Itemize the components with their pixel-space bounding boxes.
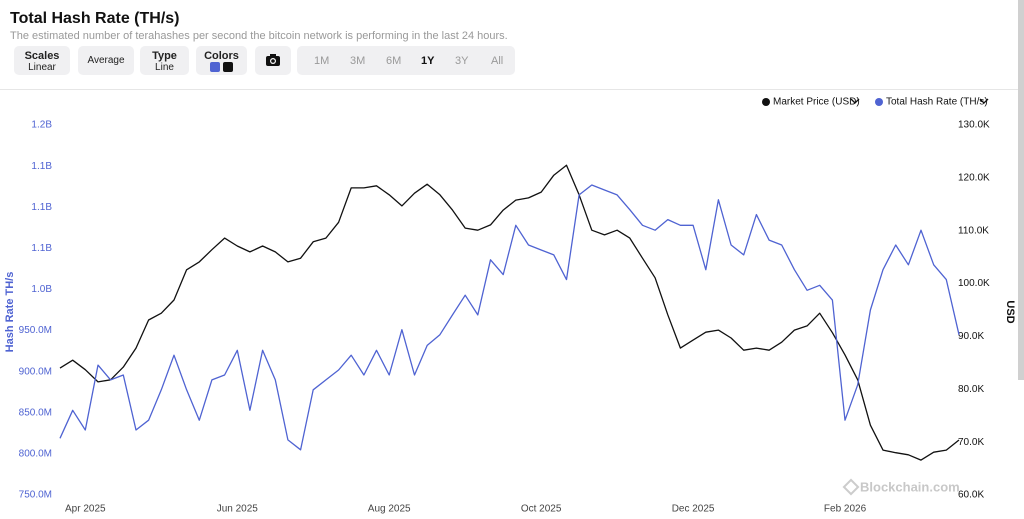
chevron[interactable]	[850, 98, 860, 104]
y2-tick-label: 60.0K	[958, 490, 984, 501]
type-button[interactable]: Type Line	[140, 46, 189, 75]
camera-button[interactable]	[255, 46, 291, 75]
y-tick-label: 1.1B	[31, 202, 52, 213]
type-value: Line	[155, 62, 174, 73]
x-tick-label: Apr 2025	[65, 504, 106, 515]
x-tick-label: Dec 2025	[672, 504, 715, 515]
chevron[interactable]	[979, 98, 989, 104]
y-tick-label: 1.1B	[31, 243, 52, 254]
y2-tick-label: 90.0K	[958, 331, 984, 342]
range-button[interactable]: 3Y	[455, 55, 469, 67]
swatch	[210, 62, 221, 72]
colors-label: Colors	[204, 50, 239, 62]
y2-tick-label: 130.0K	[958, 120, 990, 131]
type-label: Type	[152, 50, 177, 62]
scrollbar	[1018, 0, 1024, 380]
y2-tick-label: 110.0K	[958, 225, 989, 236]
colors-button[interactable]: Colors	[196, 46, 247, 75]
y2-tick-label: 70.0K	[958, 437, 984, 448]
x-tick-label: Aug 2025	[368, 504, 411, 515]
title: Total Hash Rate (TH/s)	[10, 10, 180, 27]
scales-label: Scales	[24, 50, 60, 62]
y-tick-label: 850.0M	[19, 407, 52, 418]
range-group: 1M 3M 6M 1Y 3Y All	[297, 46, 515, 75]
y-tick-label: 1.0B	[31, 284, 52, 295]
y-tick-label: 800.0M	[19, 449, 52, 460]
series-line	[59, 164, 960, 461]
legend-label[interactable]: Market Price (USD)	[773, 97, 860, 108]
x-tick-label: Oct 2025	[521, 504, 562, 515]
y2-axis-title: USD	[1004, 300, 1016, 323]
y-tick-label: 750.0M	[19, 490, 52, 501]
header: Total Hash Rate (TH/s) The estimated num…	[0, 0, 1024, 90]
y2-tick-label: 100.0K	[958, 278, 990, 289]
watermark: Blockchain.com	[842, 478, 960, 496]
x-tick-label: Feb 2026	[824, 504, 867, 515]
y-tick-label: 900.0M	[19, 366, 52, 377]
range-button[interactable]: 3M	[350, 55, 366, 67]
legend-label[interactable]: Total Hash Rate (TH/s)	[886, 97, 988, 108]
legend-marker	[875, 98, 883, 106]
y2-tick-label: 120.0K	[958, 172, 990, 183]
range-button[interactable]: 6M	[386, 55, 402, 67]
scales-value: Linear	[28, 62, 56, 73]
average-button[interactable]: Average	[78, 46, 134, 75]
range-button[interactable]: All	[491, 55, 504, 67]
camera-icon	[266, 54, 280, 66]
y-tick-label: 1.2B	[31, 120, 52, 131]
y-axis-title: Hash Rate TH/s	[4, 272, 16, 353]
subtitle: The estimated number of terahashes per s…	[10, 30, 508, 42]
series-line	[59, 184, 960, 451]
y-tick-label: 1.1B	[31, 161, 52, 172]
x-tick-label: Jun 2025	[217, 504, 259, 515]
y2-tick-label: 80.0K	[958, 384, 984, 395]
range-button[interactable]: 1M	[314, 55, 330, 67]
scales-button[interactable]: Scales Linear	[14, 46, 70, 75]
swatch	[222, 62, 233, 72]
watermark-text: Blockchain.com	[860, 479, 960, 494]
average-label: Average	[87, 55, 125, 66]
y-tick-label: 950.0M	[19, 325, 52, 336]
range-button[interactable]: 1Y	[421, 55, 435, 67]
legend-marker	[762, 98, 770, 106]
